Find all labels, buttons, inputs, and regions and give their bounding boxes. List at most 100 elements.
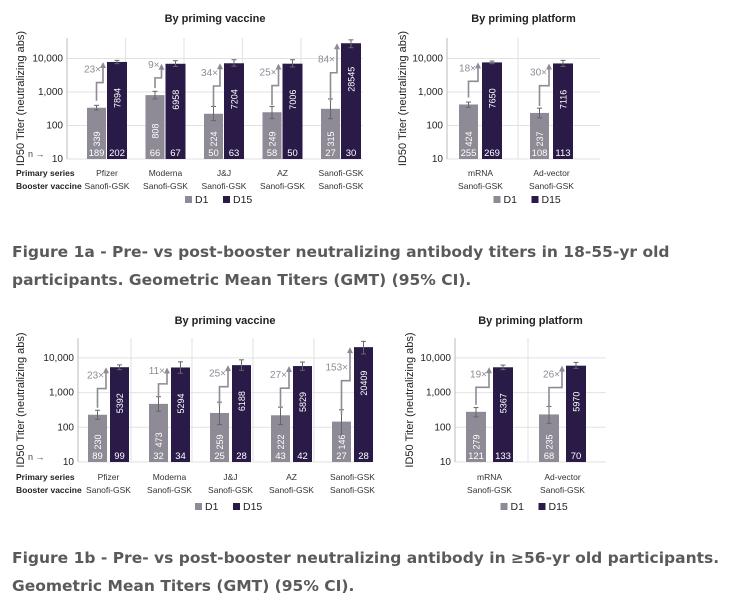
arrowhead-icon [486, 367, 492, 374]
y-axis-label: ID50 Titer (neutralizing abs) [15, 31, 27, 166]
y-tick-label: 10 [440, 457, 452, 468]
bar-n-label: 99 [114, 451, 125, 462]
bar-n-label: 63 [229, 148, 240, 159]
fold-arrow [96, 371, 107, 408]
fold-arrow [271, 67, 280, 106]
legend-swatch-d15 [531, 196, 539, 203]
fold-arrow [538, 67, 550, 106]
category-label: Moderna [153, 472, 187, 482]
y-tick-label: 1,000 [38, 87, 63, 98]
fold-arrow [475, 371, 490, 405]
bar-n-label: 30 [346, 148, 357, 159]
category-label: Sanofi-GSK [540, 485, 585, 495]
fold-arrow [212, 67, 221, 107]
legend-swatch-d15 [233, 503, 240, 510]
category-label: AZ [286, 472, 297, 482]
legend-label: D1 [195, 194, 209, 206]
bar-d15 [482, 62, 502, 160]
chart-4: By priming platform 10 100 1,000 10,000 ID50 … [404, 315, 606, 513]
row-label: Primary series [16, 472, 75, 482]
bar-n-label: 189 [89, 148, 105, 159]
category-label: Sanofi-GSK [143, 181, 188, 191]
category-label: Ad-vector [544, 472, 581, 482]
category-label: Pfizer [98, 472, 120, 482]
chart-title: By priming vaccine [175, 315, 276, 327]
bar-value-label: 473 [154, 432, 164, 447]
fold-change-label: 34× [201, 68, 218, 79]
bar-value-label: 7204 [230, 89, 240, 109]
bar-value-label: 249 [268, 131, 278, 146]
bar-n-label: 68 [544, 451, 555, 462]
legend-swatch-d1 [185, 196, 192, 203]
fold-change-label: 9× [148, 60, 160, 71]
bar-n-label: 34 [175, 451, 186, 462]
y-tick-label: 100 [434, 422, 451, 433]
fold-arrow [279, 370, 290, 409]
bar-d15 [232, 365, 251, 462]
legend-swatch-d1 [493, 196, 501, 203]
arrowhead-icon [275, 63, 282, 70]
category-label: Sanofi-GSK [529, 181, 574, 191]
category-label: AZ [277, 168, 288, 178]
fold-change-label: 25× [260, 68, 277, 79]
bar-value-label: 224 [209, 131, 219, 146]
bar-d1 [145, 95, 165, 159]
bar-n-label: 28 [236, 451, 247, 462]
y-tick-label: 1,000 [418, 87, 443, 98]
category-label: Sanofi-GSK [330, 485, 375, 495]
bar-d1 [88, 414, 107, 462]
bar-n-label: 66 [150, 148, 161, 159]
bar-value-label: 6958 [171, 90, 181, 110]
bar-d15 [107, 61, 127, 159]
chart-3: By priming vaccine 10 100 1,000 10,000 ID50 T… [15, 315, 375, 513]
fold-change-label: 19× [470, 369, 487, 380]
bar-value-label: 5392 [115, 393, 125, 413]
category-label: Sanofi-GSK [269, 485, 314, 495]
bar-n-label: 43 [275, 451, 286, 462]
bar-n-label: 42 [297, 451, 308, 462]
category-label: J&J [217, 168, 231, 178]
arrowhead-icon [546, 63, 552, 70]
category-label: Sanofi-GSK [319, 181, 364, 191]
y-tick-label: 10,000 [420, 353, 451, 364]
bar-n-label: 58 [267, 148, 278, 159]
fold-change-label: 23× [84, 65, 101, 76]
y-axis-label: ID50 Titer (neutralizing abs) [404, 332, 416, 467]
bar-d1 [210, 412, 229, 462]
fold-arrow [340, 351, 351, 415]
caption-figure-1a: Figure 1a - Pre- vs post-booster neutral… [12, 243, 670, 289]
bar-n-label: 70 [571, 451, 582, 462]
bar-d15 [566, 365, 586, 462]
bar-d15 [224, 63, 244, 159]
bar-n-label: 113 [555, 148, 570, 159]
legend-label: D15 [549, 501, 568, 513]
bar-d15 [110, 367, 129, 462]
n-label: n → [28, 149, 45, 159]
bar-value-label: 7116 [559, 90, 569, 109]
legend-label: D1 [504, 194, 518, 206]
fold-change-label: 23× [87, 371, 104, 382]
category-label: Sanofi-GSK [147, 485, 192, 495]
category-label: Pfizer [96, 168, 118, 178]
y-axis-label: ID50 Titer (neutralizing abs) [397, 31, 409, 166]
bar-n-label: 32 [153, 451, 164, 462]
arrowhead-icon [100, 61, 106, 68]
bar-value-label: 146 [337, 434, 347, 449]
arrowhead-icon [217, 63, 223, 70]
arrowhead-icon [103, 367, 109, 374]
arrowhead-icon [164, 367, 170, 374]
arrowhead-icon [559, 365, 565, 372]
bar-value-label: 237 [535, 131, 545, 146]
bar-value-label: 5829 [298, 392, 308, 412]
y-tick-label: 10,000 [32, 54, 63, 65]
y-tick-label: 10 [63, 457, 75, 468]
bar-d15 [282, 63, 303, 159]
arrowhead-icon [475, 62, 481, 69]
bar-d1 [539, 414, 559, 462]
bar-value-label: 230 [93, 434, 103, 449]
bar-value-label: 424 [464, 131, 474, 146]
arrowhead-icon [334, 43, 340, 50]
category-label: Ad-vector [533, 168, 570, 178]
fold-arrow [548, 369, 563, 408]
chart-title: By priming platform [478, 315, 583, 327]
